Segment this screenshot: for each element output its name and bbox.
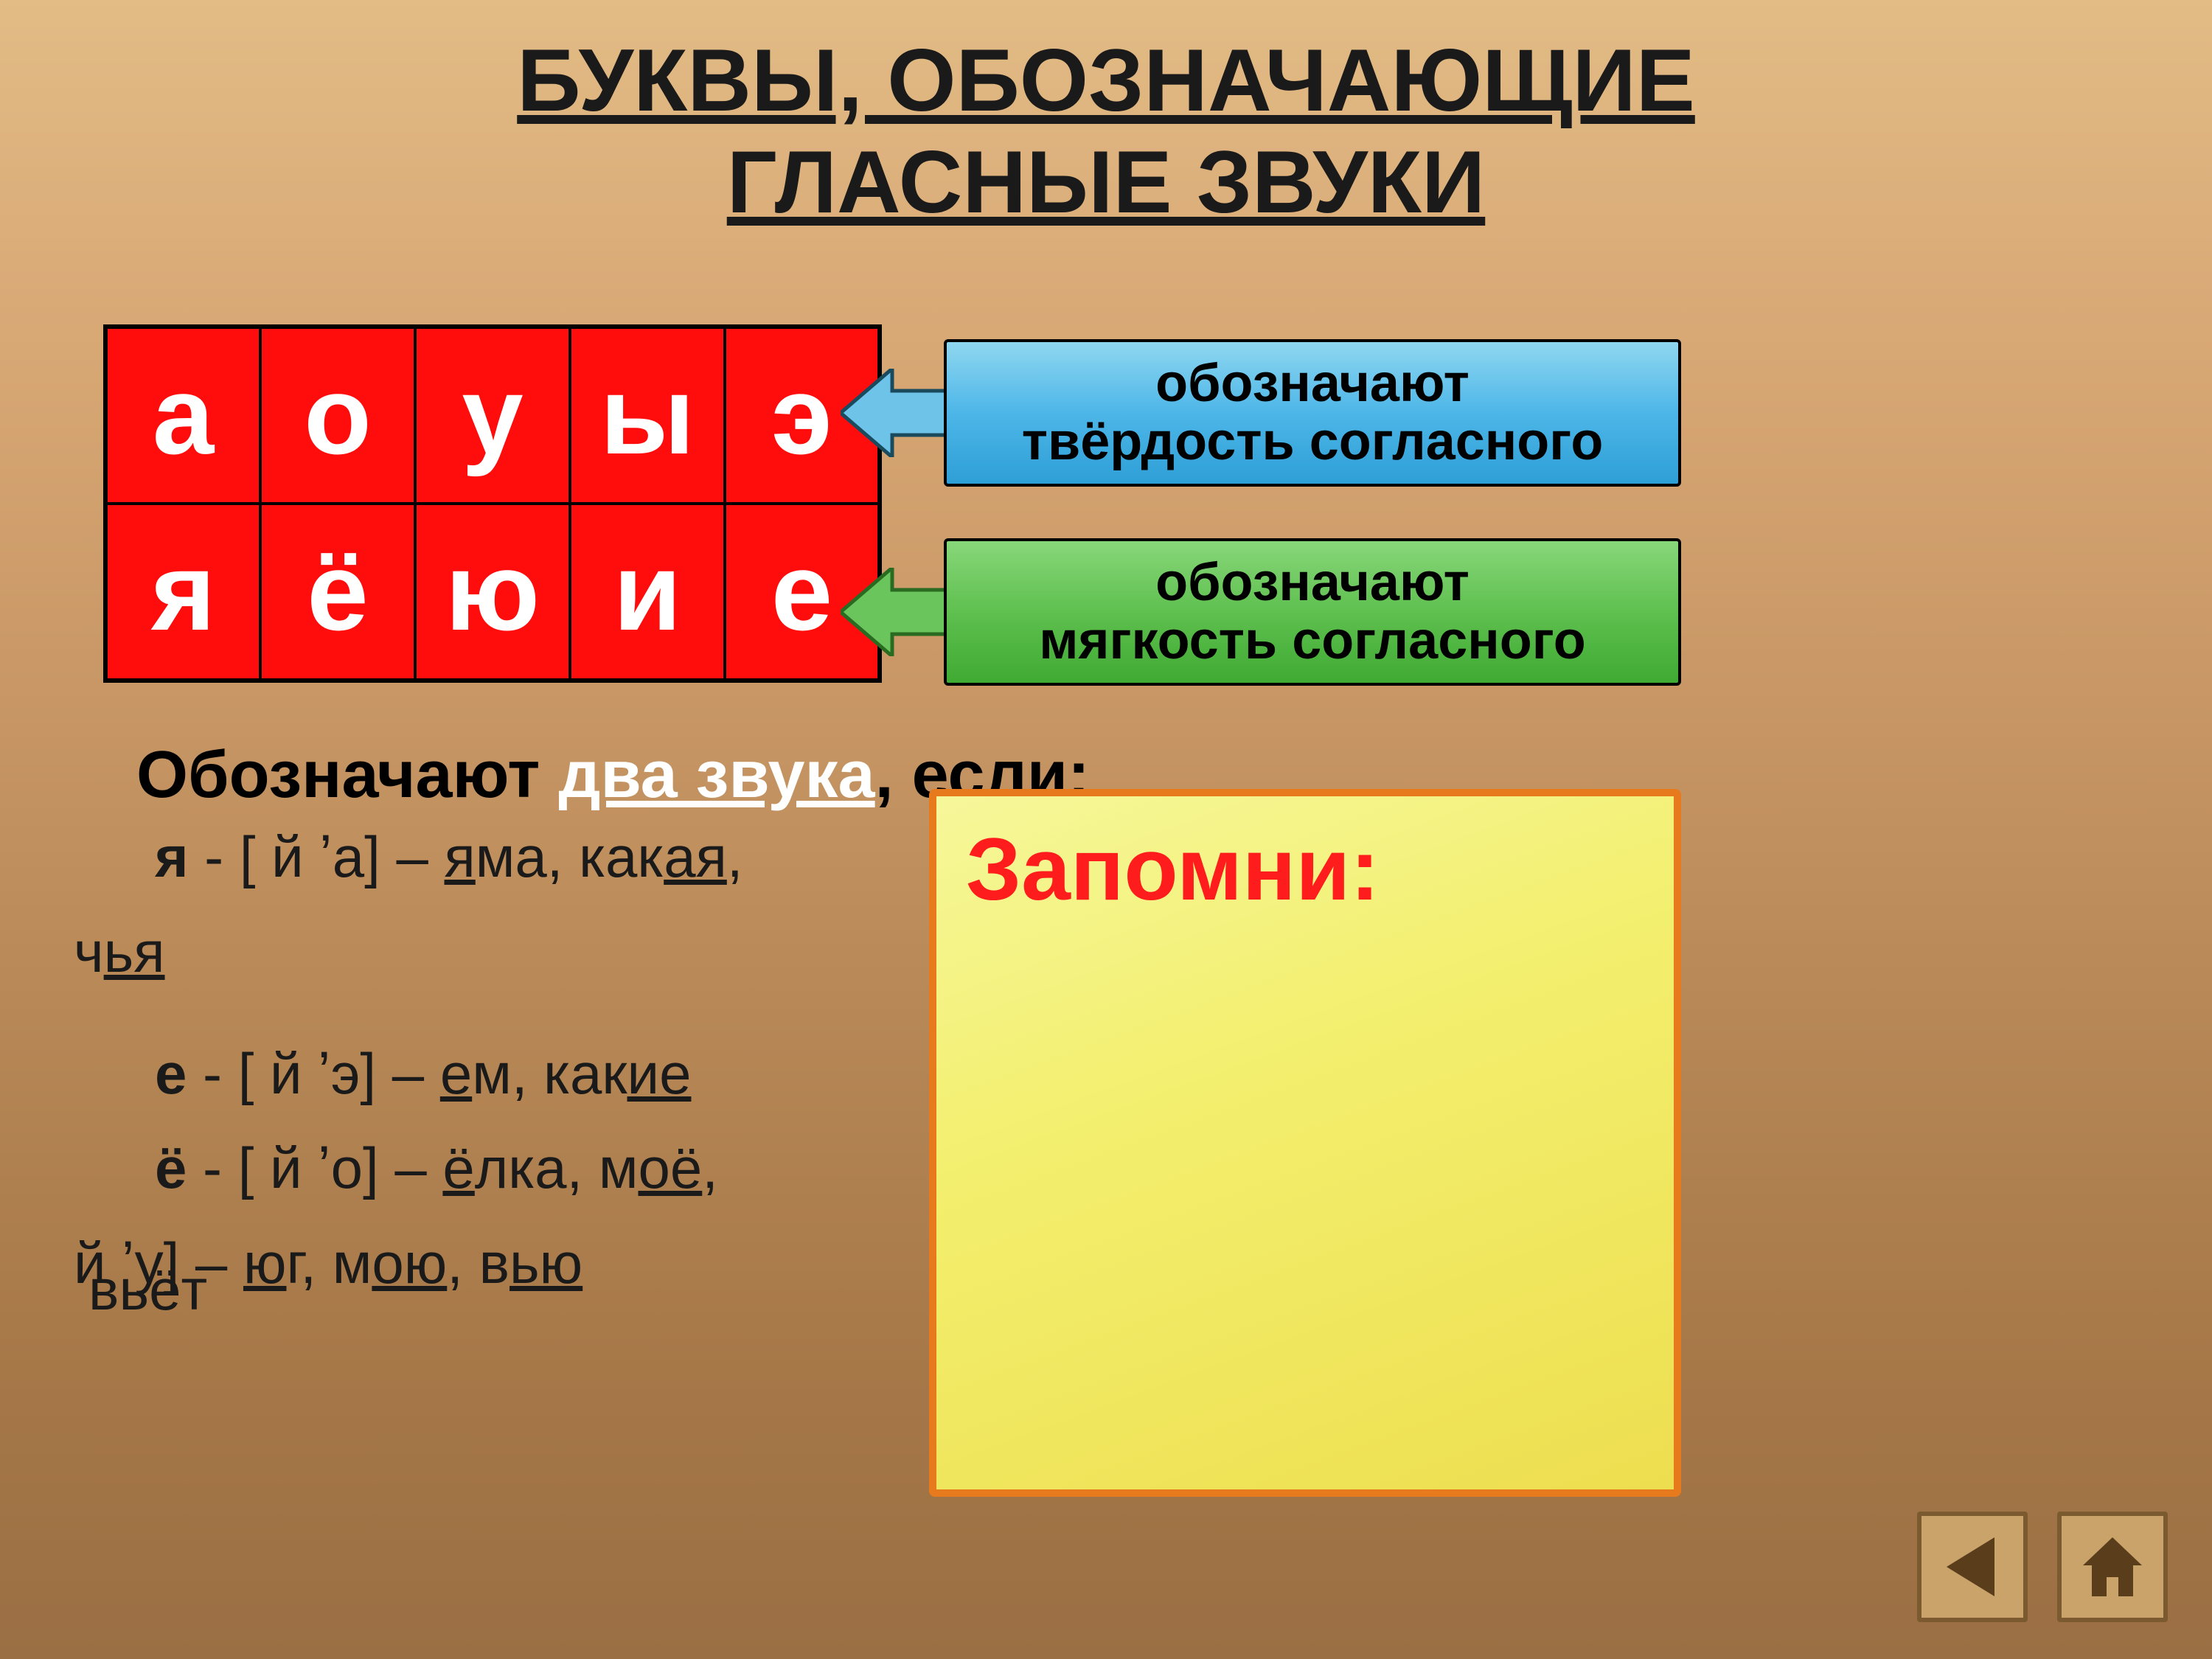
callout-hard-line1: обозначают [1155, 355, 1470, 413]
rule-over-u2: ою [372, 1231, 447, 1295]
back-triangle-icon [1935, 1530, 2009, 1604]
vowels-table: а о у ы э я ё ю и е [103, 324, 882, 683]
rule-e-letter: е [155, 1041, 187, 1106]
arrow-left-green-icon [841, 568, 951, 656]
callout-hard: обозначают твёрдость согласного [944, 339, 1681, 487]
callout-soft-line2: мягкость согласного [1039, 612, 1585, 670]
arrow-left-blue-icon [841, 369, 951, 457]
vowel-cell: ю [415, 504, 570, 681]
slide: БУКВЫ, ОБОЗНАЧАЮЩИЕ ГЛАСНЫЕ ЗВУКИ а о у … [0, 0, 2212, 1659]
table-row: а о у ы э [105, 327, 880, 504]
title-line2: ГЛАСНЫЕ ЗВУКИ [727, 133, 1486, 232]
nav-back-button[interactable] [1917, 1512, 2028, 1622]
rule-ya: я - [ й ʼа] – яма, какая, [74, 811, 885, 903]
rule-yo-u2: оё [639, 1135, 703, 1200]
vowel-cell: я [105, 504, 260, 681]
rule-ya-cont: чья [74, 906, 885, 998]
rules-block: я - [ й ʼа] – яма, какая, чья е - [ й ʼэ… [74, 811, 885, 1309]
rule-ya-w2u: ья [104, 919, 165, 984]
rule-yo-u1: ё [442, 1135, 474, 1200]
vowel-cell: ы [570, 327, 725, 504]
arrow-shape [841, 369, 951, 457]
vowel-cell: о [260, 327, 415, 504]
arrow-shape [841, 568, 951, 656]
rule-yo: ё - [ й ʼо] – ёлка, моё, [74, 1122, 885, 1214]
rule-e-r1: м, как [472, 1041, 627, 1106]
rule-e: е - [ й ʼэ] – ем, какие [74, 1028, 885, 1120]
callout-soft-line1: обозначают [1155, 554, 1470, 612]
remember-box: Запомни: [929, 789, 1681, 1497]
vowel-cell: у [415, 327, 570, 504]
rule-overlap: й ʼу] – юг, мою, вью вьёт [74, 1217, 885, 1306]
rule-e-u1: е [440, 1041, 472, 1106]
rule-ya-letter: я [155, 824, 189, 889]
vowel-cell: ё [260, 504, 415, 681]
home-icon [2076, 1530, 2149, 1604]
rule-ya-tr: - [ й ʼа] – [189, 824, 445, 889]
rule-over-u3: ью [509, 1231, 582, 1295]
rule-over-b: вьёт [88, 1244, 207, 1336]
rule-ya-u2: ая [664, 824, 727, 889]
rule-yo-c: , [702, 1135, 718, 1200]
vowel-cell: а [105, 327, 260, 504]
callout-hard-line2: твёрдость согласного [1022, 413, 1604, 471]
rule-over-r2: , в [447, 1231, 509, 1295]
vowel-cell: и [570, 504, 725, 681]
page-title: БУКВЫ, ОБОЗНАЧАЮЩИЕ ГЛАСНЫЕ ЗВУКИ [0, 29, 2212, 233]
rule-yo-tr: - [ й ʼо] – [187, 1135, 442, 1200]
rule-yo-letter: ё [155, 1135, 187, 1200]
two-sounds-key: два звука [558, 738, 874, 812]
rule-ya-u1: я [445, 824, 476, 889]
rule-e-u2: ие [627, 1041, 692, 1106]
rule-over-u1: ю [243, 1231, 287, 1295]
table-row: я ё ю и е [105, 504, 880, 681]
nav-buttons [1917, 1512, 2168, 1622]
remember-title: Запомни: [966, 818, 1644, 920]
rule-ya-c: , [727, 824, 743, 889]
two-sounds-prefix: Обозначают [136, 738, 558, 812]
title-line1: БУКВЫ, ОБОЗНАЧАЮЩИЕ [517, 31, 1695, 130]
rule-over-r1: г, м [286, 1231, 372, 1295]
rule-e-tr: - [ й ʼэ] – [187, 1041, 439, 1106]
rule-yo-r1: лка, м [475, 1135, 639, 1200]
nav-home-button[interactable] [2057, 1512, 2168, 1622]
rule-ya-r1: ма, как [476, 824, 664, 889]
callout-soft: обозначают мягкость согласного [944, 538, 1681, 686]
rule-ya-w2p: ч [74, 919, 104, 984]
